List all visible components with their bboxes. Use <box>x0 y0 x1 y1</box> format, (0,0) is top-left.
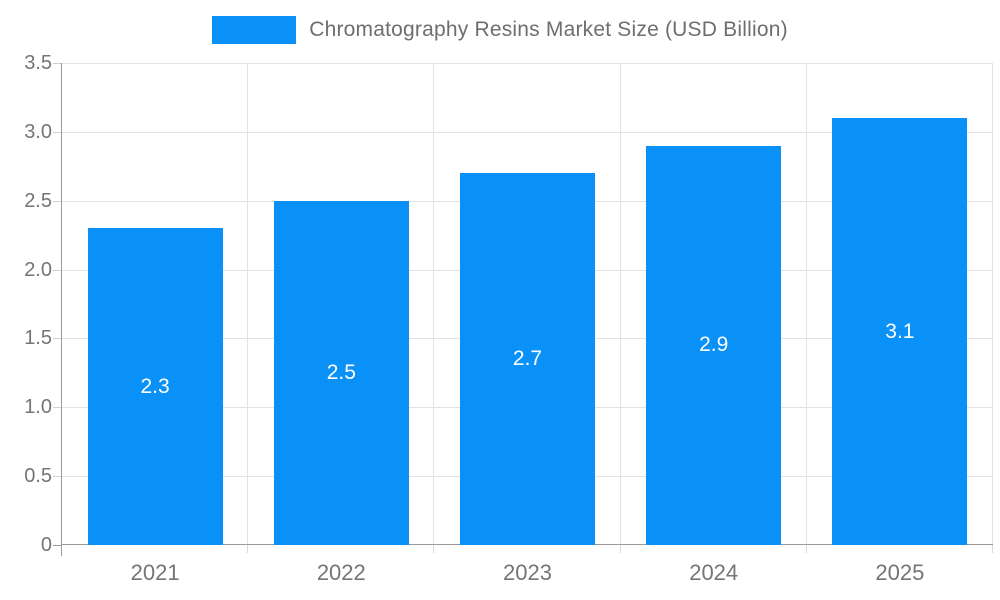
y-tick-mark <box>53 269 61 271</box>
bar-value-label: 3.1 <box>885 319 915 343</box>
y-tick-mark <box>53 338 61 340</box>
x-tick-label: 2023 <box>503 560 552 585</box>
x-tick-label: 2021 <box>130 560 180 585</box>
y-tick-label: 0 <box>40 534 52 556</box>
x-tick-mark <box>805 545 807 553</box>
y-tick-mark <box>53 407 61 409</box>
gridline-vertical <box>805 63 807 545</box>
y-tick-label: 2.5 <box>24 189 52 212</box>
y-tick-label: 3.5 <box>24 52 52 74</box>
y-tick-label: 2.0 <box>24 258 52 281</box>
bar-value-label: 2.5 <box>326 360 356 384</box>
y-tick-mark <box>53 63 61 64</box>
gridline-vertical <box>619 63 621 545</box>
y-tick-label: 0.5 <box>24 465 52 488</box>
y-tick-label: 1.5 <box>24 327 52 350</box>
bar-2025[interactable]: 3.1 <box>832 118 968 545</box>
legend-label: Chromatography Resins Market Size (USD B… <box>309 18 788 41</box>
y-tick-label: 3.0 <box>24 120 52 143</box>
y-tick-mark <box>53 545 61 546</box>
gridline-vertical <box>992 63 993 545</box>
bar-2022[interactable]: 2.5 <box>273 200 409 545</box>
y-axis-line <box>61 63 62 556</box>
gridline-vertical <box>433 63 435 545</box>
x-tick-mark <box>619 545 621 553</box>
x-tick-mark <box>992 545 993 553</box>
x-tick-mark <box>247 545 249 553</box>
bar-2023[interactable]: 2.7 <box>459 173 596 545</box>
x-tick-label: 2024 <box>689 560 739 585</box>
y-tick-mark <box>53 131 61 133</box>
legend-swatch <box>212 16 297 44</box>
bar-2024[interactable]: 2.9 <box>646 145 782 545</box>
y-tick-label: 1.0 <box>24 396 52 419</box>
bar-2021[interactable]: 2.3 <box>87 228 223 545</box>
plot-area: 2.3 2.5 2.7 2.9 3.1 <box>53 63 993 556</box>
x-tick-label: 2022 <box>316 560 366 585</box>
bar-value-label: 2.7 <box>512 347 543 371</box>
bar-value-label: 2.3 <box>140 374 170 398</box>
y-tick-mark <box>53 200 61 202</box>
x-tick-mark <box>433 545 435 553</box>
gridline-horizontal <box>62 131 993 133</box>
bar-value-label: 2.9 <box>699 333 729 357</box>
y-tick-mark <box>53 476 61 478</box>
gridline-horizontal <box>62 63 993 64</box>
x-tick-label: 2025 <box>875 560 925 585</box>
legend: Chromatography Resins Market Size (USD B… <box>0 16 1000 44</box>
gridline-vertical <box>247 63 249 545</box>
